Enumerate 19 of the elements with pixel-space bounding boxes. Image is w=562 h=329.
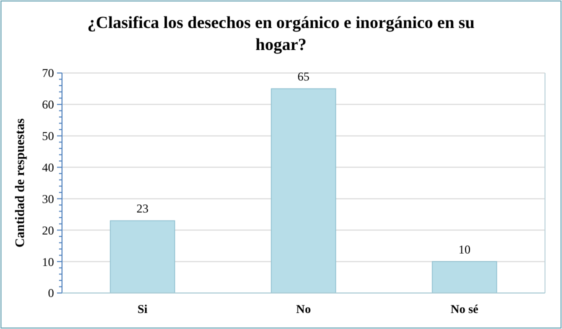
y-tick-label: 70 bbox=[42, 66, 54, 80]
y-tick-label: 0 bbox=[48, 286, 54, 300]
x-tick-label: No bbox=[296, 302, 311, 316]
y-tick-label: 50 bbox=[42, 129, 54, 144]
chart-title: ¿Clasifica los desechos en orgánico e inorgánico en su hogar? bbox=[87, 13, 475, 54]
bar bbox=[270, 88, 336, 294]
x-tick-label: No sé bbox=[450, 302, 479, 316]
data-label: 10 bbox=[458, 242, 470, 257]
y-tick-label: 60 bbox=[42, 98, 54, 112]
bar bbox=[110, 220, 176, 294]
x-tick-label: Si bbox=[137, 302, 148, 316]
y-tick-label: 40 bbox=[42, 160, 54, 174]
y-tick-label: 30 bbox=[42, 192, 54, 206]
data-label: 23 bbox=[136, 202, 148, 216]
bar bbox=[432, 261, 498, 294]
y-axis-title: Cantidad de respuestas bbox=[12, 118, 27, 248]
data-label: 65 bbox=[298, 70, 310, 84]
y-tick-label: 10 bbox=[42, 254, 54, 269]
y-tick-label: 20 bbox=[42, 223, 54, 238]
